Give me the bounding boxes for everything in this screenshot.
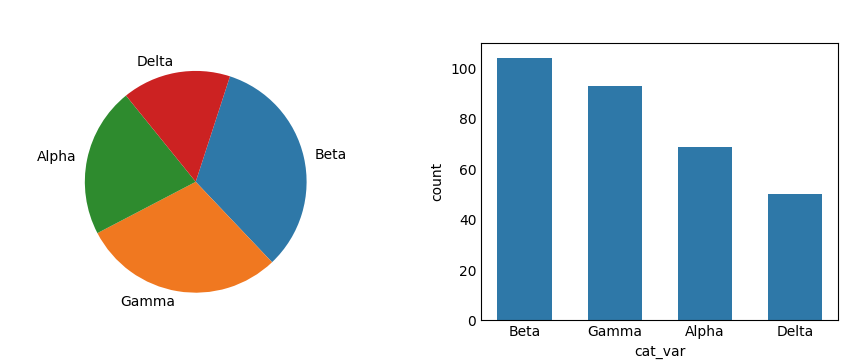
Text: Alpha: Alpha	[36, 150, 76, 164]
Text: Gamma: Gamma	[121, 295, 175, 309]
Wedge shape	[98, 182, 272, 293]
Bar	[588, 86, 642, 320]
Text: Beta: Beta	[314, 148, 347, 162]
Bar	[498, 58, 551, 320]
Text: Delta: Delta	[137, 55, 174, 69]
Y-axis label: count: count	[430, 162, 444, 201]
Bar	[768, 194, 822, 320]
Wedge shape	[85, 96, 196, 233]
Wedge shape	[196, 76, 307, 262]
Wedge shape	[126, 71, 230, 182]
Bar	[677, 147, 732, 320]
X-axis label: cat_var: cat_var	[634, 345, 685, 359]
